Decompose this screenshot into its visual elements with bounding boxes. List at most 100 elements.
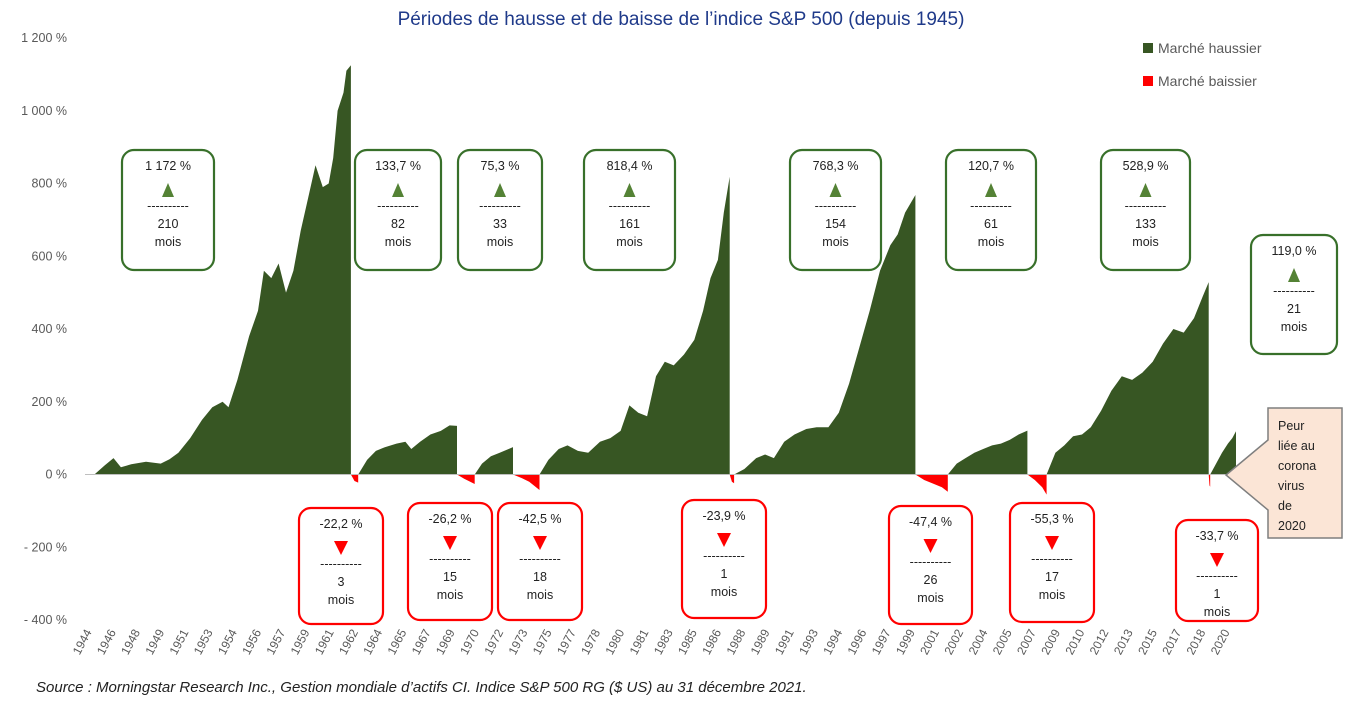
bull-market-area — [474, 447, 513, 475]
annotation-unit: mois — [527, 588, 553, 602]
annotation-unit: mois — [1039, 588, 1065, 602]
x-tick-label: 1949 — [142, 627, 167, 657]
x-tick-label: 1972 — [481, 627, 506, 657]
bull-market-area — [734, 195, 916, 475]
annotation-months: 18 — [533, 570, 547, 584]
x-tick-label: 1977 — [554, 627, 579, 657]
annotation-dashes: ---------- — [429, 552, 471, 566]
annotation-pct: 528,9 % — [1123, 159, 1169, 173]
annotation-pct: -42,5 % — [518, 512, 561, 526]
annotation-box — [1249, 233, 1339, 356]
bear-annotation: -47,4 % ---------- 26 mois — [887, 504, 974, 626]
up-arrow-icon — [1288, 268, 1300, 282]
annotation-unit: mois — [385, 235, 411, 249]
annotation-box — [1099, 148, 1192, 272]
bear-market-area — [729, 474, 735, 484]
plot-areas — [94, 65, 1236, 495]
annotation-pct: 119,0 % — [1272, 244, 1317, 258]
annotation-box — [120, 148, 216, 272]
x-tick-label: 2017 — [1159, 627, 1184, 657]
bull-market-area — [358, 425, 457, 475]
annotation-pct: -55,3 % — [1030, 512, 1073, 526]
annotation-months: 15 — [443, 570, 457, 584]
x-tick-label: 1951 — [167, 627, 192, 657]
bear-market-area — [350, 474, 359, 483]
annotation-pct: 818,4 % — [607, 159, 653, 173]
annotation-pct: 1 172 % — [145, 159, 191, 173]
x-tick-label: 1996 — [845, 627, 870, 657]
callout-line: liée au — [1278, 439, 1315, 453]
annotation-box — [456, 148, 544, 272]
bull-annotation: 133,7 % ---------- 82 mois — [353, 148, 443, 272]
annotation-pct: -22,2 % — [319, 517, 362, 531]
up-arrow-icon — [392, 183, 404, 197]
legend-label-bull: Marché haussier — [1158, 40, 1262, 56]
x-tick-label: 1954 — [215, 627, 240, 657]
bull-annotation: 768,3 % ---------- 154 mois — [788, 148, 883, 272]
annotation-dashes: ---------- — [703, 549, 745, 563]
callout-line: corona — [1278, 459, 1316, 473]
annotation-dashes: ---------- — [910, 555, 952, 569]
bull-annotation: 75,3 % ---------- 33 mois — [456, 148, 544, 272]
annotation-unit: mois — [1132, 235, 1158, 249]
y-axis: 1 200 % 1 000 % 800 % 600 % 400 % 200 % 0 % - 2… — [21, 31, 67, 627]
x-tick-label: 1988 — [723, 627, 748, 657]
down-arrow-icon — [1045, 536, 1059, 550]
y-tick-label: 1 200 % — [21, 31, 67, 45]
annotation-dashes: ---------- — [147, 199, 189, 213]
bear-market-area — [457, 474, 475, 484]
annotation-pct: 75,3 % — [481, 159, 520, 173]
callout-line: de — [1278, 499, 1292, 513]
callout-arrow-shape — [1224, 407, 1343, 539]
annotation-unit: mois — [917, 591, 943, 605]
annotation-unit: mois — [822, 235, 848, 249]
annotation-months: 26 — [924, 573, 938, 587]
callout-line: Peur — [1278, 419, 1304, 433]
bull-market-area — [94, 65, 351, 475]
x-tick-label: 1985 — [675, 627, 700, 657]
bull-annotation: 818,4 % ---------- 161 mois — [582, 148, 677, 272]
x-axis: 1944 1946 1948 1949 1951 1953 1954 1956 1957 1959… — [70, 627, 1233, 657]
x-tick-label: 1961 — [312, 627, 337, 657]
annotation-unit: mois — [487, 235, 513, 249]
down-arrow-icon — [533, 536, 547, 550]
x-tick-label: 1980 — [602, 627, 627, 657]
legend: Marché haussier Marché baissier — [1143, 40, 1262, 89]
annotation-unit: mois — [711, 585, 737, 599]
annotation-pct: 768,3 % — [813, 159, 859, 173]
x-tick-label: 1962 — [336, 627, 361, 657]
x-tick-label: 1978 — [578, 627, 603, 657]
annotation-dashes: ---------- — [609, 199, 651, 213]
annotation-box — [582, 148, 677, 272]
down-arrow-icon — [1210, 553, 1224, 567]
y-tick-label: 0 % — [45, 468, 67, 482]
annotation-months: 21 — [1287, 302, 1301, 316]
bull-market-area — [1046, 282, 1209, 475]
x-tick-label: 2002 — [941, 627, 966, 657]
annotation-months: 133 — [1135, 217, 1156, 231]
y-tick-label: 200 % — [32, 395, 67, 409]
x-tick-label: 1989 — [748, 627, 773, 657]
bull-market-area — [947, 430, 1028, 475]
covid-callout: Peur liée au corona virus de 2020 — [1224, 407, 1343, 539]
chart-title: Périodes de hausse et de baisse de l’ind… — [398, 9, 965, 30]
x-tick-label: 1956 — [239, 627, 264, 657]
annotation-box — [406, 501, 494, 622]
callout-line: virus — [1278, 479, 1304, 493]
annotation-months: 82 — [391, 217, 405, 231]
y-tick-label: - 200 % — [24, 540, 67, 554]
annotation-pct: -23,9 % — [702, 509, 745, 523]
up-arrow-icon — [985, 183, 997, 197]
up-arrow-icon — [494, 183, 506, 197]
annotation-box — [788, 148, 883, 272]
bear-annotation: -33,7 % ---------- 1 mois — [1174, 518, 1260, 623]
y-tick-label: 600 % — [32, 249, 67, 263]
down-arrow-icon — [717, 533, 731, 547]
annotation-box — [1174, 518, 1260, 623]
annotation-months: 33 — [493, 217, 507, 231]
annotation-box — [887, 504, 974, 626]
bull-market-area — [1210, 431, 1236, 475]
annotation-pct: -26,2 % — [428, 512, 471, 526]
source-note: Source : Morningstar Research Inc., Gest… — [36, 679, 807, 696]
x-tick-label: 1959 — [288, 627, 313, 657]
